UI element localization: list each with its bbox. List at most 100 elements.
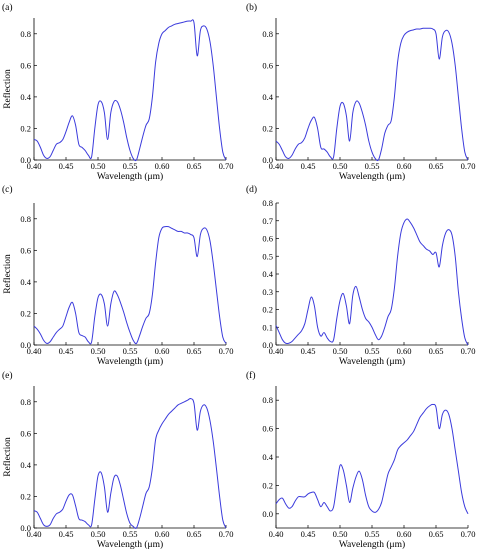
- y-axis-label: Reflection: [2, 69, 13, 109]
- panel-label: (e): [2, 370, 13, 381]
- x-tick-label: 0.50: [91, 161, 106, 171]
- chart-panel: (c) 0.40 0.45 0.50 0.55 0.60 0.65 0.70 0.0 0.2 0.4…: [2, 184, 233, 367]
- y-tick-label: 0.8: [262, 395, 273, 405]
- x-tick-label: 0.50: [333, 529, 348, 539]
- y-tick-label: 0.4: [262, 92, 273, 102]
- chart-panel: (d) 0.40 0.45 0.50 0.55 0.60 0.65 0.70 0.0 0.1 0.2…: [246, 184, 475, 367]
- x-tick-label: 0.40: [27, 346, 42, 356]
- y-tick-label: 0.0: [262, 509, 273, 519]
- y-tick-label: 0.6: [20, 428, 31, 438]
- x-tick-label: 0.60: [155, 529, 170, 539]
- x-tick-label: 0.60: [397, 529, 412, 539]
- x-tick-label: 0.40: [27, 161, 42, 171]
- x-tick-label: 0.55: [365, 161, 380, 171]
- x-tick-label: 0.70: [219, 161, 234, 171]
- y-tick-label: 0.0: [20, 340, 31, 350]
- y-tick-label: 0.8: [20, 29, 31, 39]
- y-tick-label: 0.5: [262, 251, 273, 261]
- series-line: [275, 27, 469, 162]
- x-tick-label: 0.60: [155, 346, 170, 356]
- y-tick-label: 0.6: [262, 60, 273, 70]
- y-axis-label: Reflection: [2, 437, 13, 477]
- x-axis-label: Wavelength (μm): [339, 171, 405, 182]
- panel-label: (b): [246, 2, 257, 13]
- panel-label: (a): [2, 2, 13, 13]
- x-tick-label: 0.60: [155, 161, 170, 171]
- y-tick-label: 0.6: [20, 60, 31, 70]
- chart-panel: (e) 0.40 0.45 0.50 0.55 0.60 0.65 0.70 0.0 0.2 0.4…: [2, 370, 233, 550]
- x-tick-label: 0.40: [269, 161, 284, 171]
- x-tick-label: 0.40: [269, 529, 284, 539]
- y-tick-label: 0.0: [20, 155, 31, 165]
- x-tick-label: 0.65: [187, 529, 202, 539]
- y-tick-label: 0.0: [20, 523, 31, 533]
- y-tick-label: 0.6: [262, 234, 273, 244]
- y-tick-label: 0.6: [20, 245, 31, 255]
- x-tick-label: 0.45: [301, 529, 316, 539]
- series-line: [33, 398, 227, 529]
- x-tick-label: 0.65: [429, 529, 444, 539]
- y-tick-label: 0.2: [262, 305, 273, 315]
- x-axis-label: Wavelength (μm): [97, 171, 163, 182]
- x-tick-label: 0.55: [123, 529, 138, 539]
- x-tick-label: 0.45: [301, 161, 316, 171]
- y-tick-label: 0.4: [20, 92, 31, 102]
- x-tick-label: 0.55: [365, 346, 380, 356]
- series-line: [275, 403, 469, 515]
- x-tick-label: 0.50: [333, 161, 348, 171]
- y-tick-label: 0.7: [262, 216, 273, 226]
- series-line: [275, 218, 469, 346]
- panel-label: (f): [246, 370, 256, 381]
- y-tick-label: 0.6: [262, 424, 273, 434]
- x-tick-label: 0.65: [187, 161, 202, 171]
- x-tick-label: 0.55: [123, 346, 138, 356]
- y-tick-label: 0.1: [262, 322, 273, 332]
- x-tick-label: 0.60: [397, 346, 412, 356]
- chart-panel: (a) 0.40 0.45 0.50 0.55 0.60 0.65 0.70 0.0 0.2 0.4…: [2, 2, 233, 182]
- series-line: [33, 19, 227, 162]
- x-tick-label: 0.45: [59, 346, 74, 356]
- y-tick-label: 0.8: [20, 397, 31, 407]
- x-tick-label: 0.45: [59, 529, 74, 539]
- y-tick-label: 0.2: [262, 480, 273, 490]
- y-tick-label: 0.0: [262, 340, 273, 350]
- x-axis-label: Wavelength (μm): [97, 356, 163, 367]
- x-tick-label: 0.70: [461, 161, 476, 171]
- series-line: [33, 225, 227, 345]
- x-tick-label: 0.40: [27, 529, 42, 539]
- x-tick-label: 0.45: [301, 346, 316, 356]
- x-tick-label: 0.70: [461, 529, 476, 539]
- y-tick-label: 0.8: [262, 198, 273, 208]
- y-axis-label: Reflection: [2, 254, 13, 294]
- x-tick-label: 0.70: [219, 346, 234, 356]
- x-tick-label: 0.70: [461, 346, 476, 356]
- x-axis-label: Wavelength (μm): [97, 539, 163, 550]
- x-tick-label: 0.65: [429, 346, 444, 356]
- y-tick-label: 0.8: [20, 214, 31, 224]
- y-tick-label: 0.3: [262, 287, 273, 297]
- y-tick-label: 0.4: [20, 277, 31, 287]
- x-tick-label: 0.70: [219, 529, 234, 539]
- y-tick-label: 0.8: [262, 29, 273, 39]
- x-tick-label: 0.55: [365, 529, 380, 539]
- y-tick-label: 0.2: [20, 308, 31, 318]
- y-tick-label: 0.4: [262, 452, 273, 462]
- x-tick-label: 0.45: [59, 161, 74, 171]
- chart-panel: (b) 0.40 0.45 0.50 0.55 0.60 0.65 0.70 0.0 0.2 0.4…: [246, 2, 475, 182]
- x-tick-label: 0.50: [333, 346, 348, 356]
- y-tick-label: 0.2: [20, 491, 31, 501]
- x-axis-label: Wavelength (μm): [339, 356, 405, 367]
- chart-panel: (f) 0.40 0.45 0.50 0.55 0.60 0.65 0.70 0.0 0.2 0.4…: [246, 370, 475, 550]
- x-tick-label: 0.65: [429, 161, 444, 171]
- y-tick-label: 0.0: [262, 155, 273, 165]
- x-tick-label: 0.65: [187, 346, 202, 356]
- x-tick-label: 0.55: [123, 161, 138, 171]
- y-tick-label: 0.2: [20, 123, 31, 133]
- x-tick-label: 0.40: [269, 346, 284, 356]
- y-tick-label: 0.4: [20, 460, 31, 470]
- x-tick-label: 0.50: [91, 529, 106, 539]
- y-tick-label: 0.2: [262, 123, 273, 133]
- panel-label: (d): [246, 184, 257, 195]
- x-tick-label: 0.60: [397, 161, 412, 171]
